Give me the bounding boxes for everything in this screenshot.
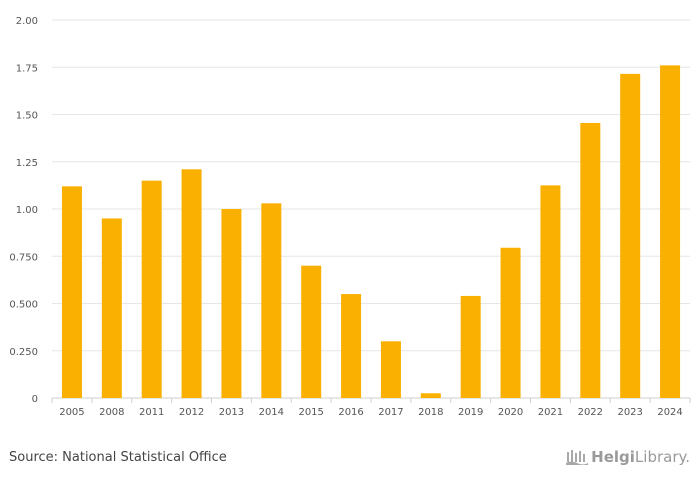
brand-name-light: Library. (634, 448, 690, 466)
y-tick-label: 0.250 (9, 347, 38, 358)
x-tick-label: 2008 (99, 407, 124, 418)
x-tick-label: 2014 (259, 407, 284, 418)
x-tick-label: 2015 (298, 407, 323, 418)
bar (261, 203, 282, 398)
x-tick-label: 2021 (538, 407, 563, 418)
x-tick-label: 2018 (418, 407, 443, 418)
x-tick-label: 2017 (378, 407, 403, 418)
bar (420, 393, 441, 398)
bar (620, 73, 641, 399)
x-tick-label: 2022 (578, 407, 603, 418)
x-tick-label: 2013 (219, 407, 244, 418)
bar (341, 294, 362, 398)
bar (660, 65, 681, 399)
y-tick-label: 2.00 (16, 16, 38, 27)
y-tick-label: 0.500 (9, 300, 38, 311)
y-tick-label: 1.50 (16, 111, 38, 122)
bar (301, 265, 322, 398)
x-tick-label: 2023 (617, 407, 642, 418)
bar (500, 247, 521, 398)
x-tick-label: 2012 (179, 407, 204, 418)
bar (181, 169, 202, 398)
bar (221, 209, 242, 398)
x-tick-label: 2019 (458, 407, 483, 418)
x-tick-label: 2020 (498, 407, 523, 418)
y-tick-label: 1.00 (16, 205, 38, 216)
x-tick-label: 2005 (59, 407, 84, 418)
bar (61, 186, 82, 398)
brand-name-bold: Helgi (591, 448, 635, 466)
y-tick-label: 1.25 (16, 158, 38, 169)
bar (460, 295, 481, 398)
library-logo-icon (566, 450, 589, 465)
x-tick-label: 2016 (338, 407, 363, 418)
source-note: Source: National Statistical Office (9, 450, 227, 465)
bar (101, 218, 122, 398)
y-tick-label: 1.75 (16, 63, 38, 74)
bar-chart: 0 0.250 0.500 0.750 1.00 1.25 1.50 1.75 2.00 2005… (9, 16, 691, 418)
bar (380, 341, 401, 398)
y-tick-label: 0 (32, 394, 38, 405)
bar (580, 123, 601, 398)
bar (540, 185, 561, 398)
helgi-library-logo[interactable]: Helgi Library. (566, 448, 690, 466)
x-tick-label: 2024 (657, 407, 682, 418)
y-tick-label: 0.750 (9, 252, 38, 263)
bar (141, 180, 162, 398)
x-tick-label: 2011 (139, 407, 164, 418)
